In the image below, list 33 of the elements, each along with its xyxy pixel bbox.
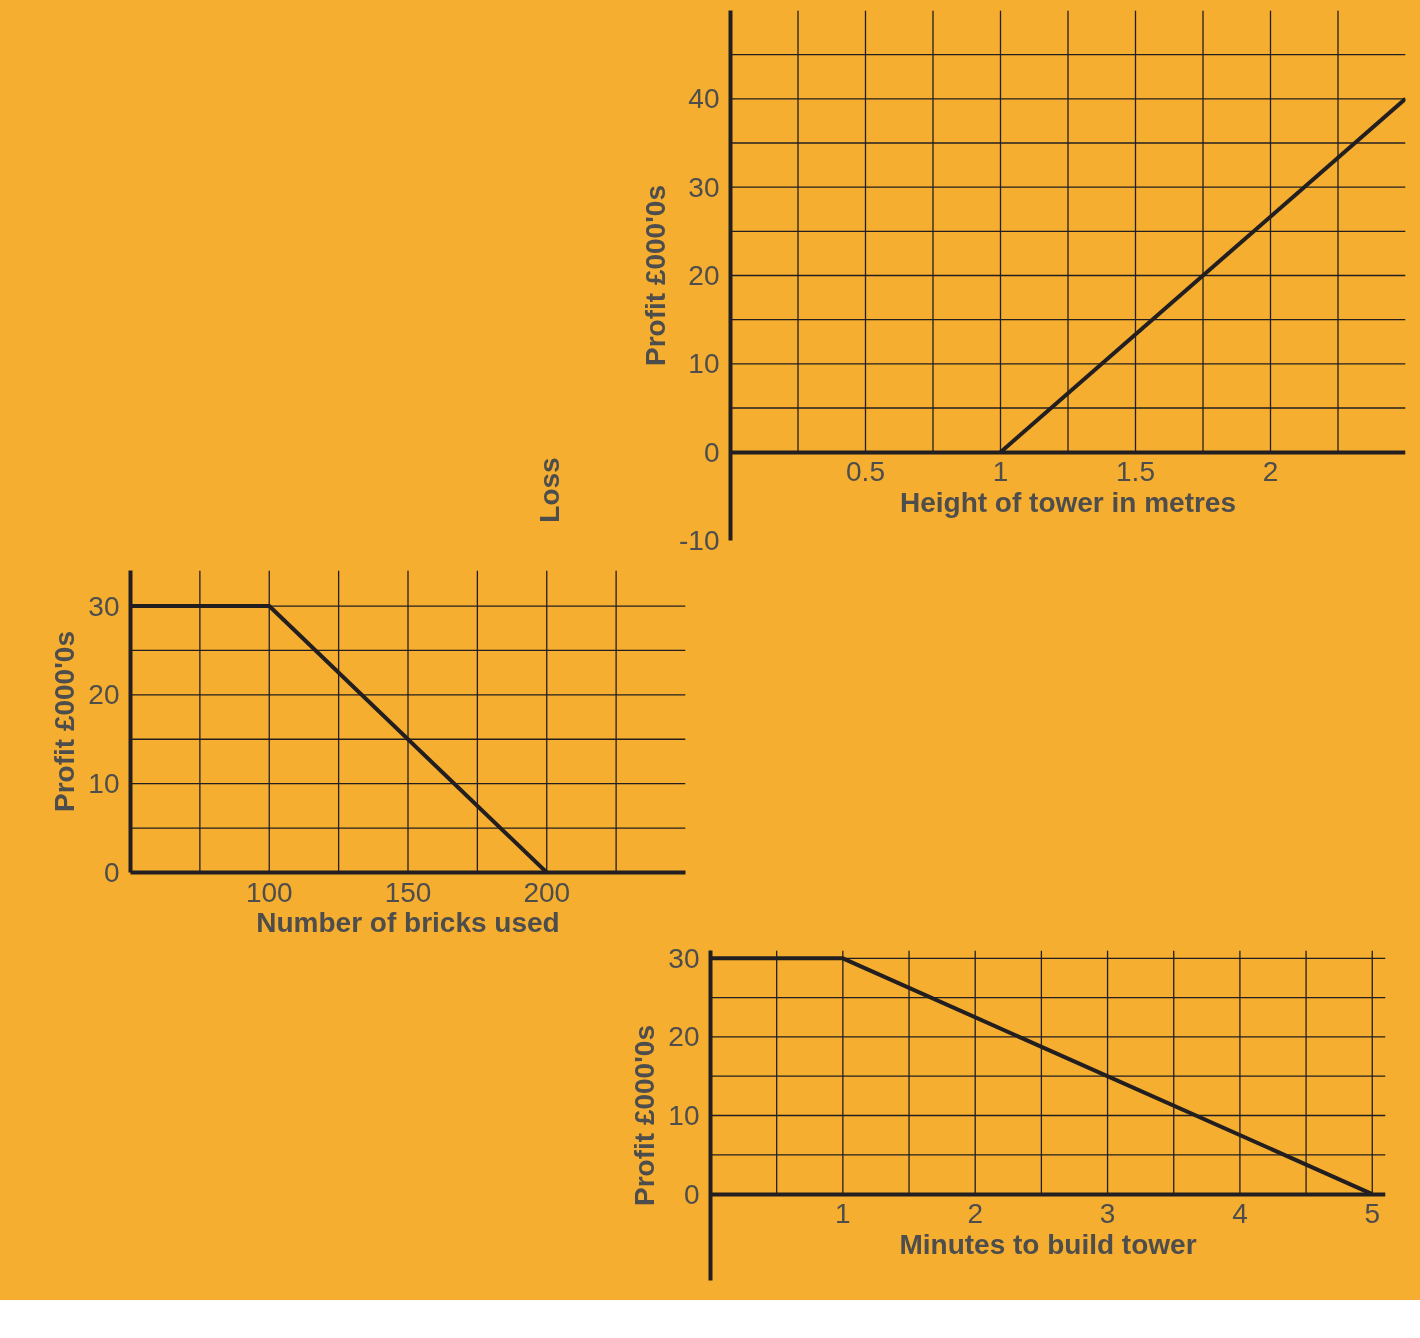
x-tick-label: 200: [523, 876, 571, 908]
y-tick-label: 40: [688, 83, 720, 115]
y-axis-title: Profit £000'0s: [629, 1025, 661, 1206]
x-tick-label: 3: [1099, 1198, 1116, 1230]
y-tick-label: 30: [688, 171, 720, 203]
x-tick-label: 4: [1232, 1198, 1248, 1230]
y-axis-title: Profit £000'0s: [640, 185, 672, 366]
y-tick-label: 20: [668, 1021, 700, 1053]
y-tick-label: 0: [683, 1178, 700, 1210]
x-axis-title: Number of bricks used: [256, 906, 560, 938]
y-tick-label: 10: [668, 1100, 700, 1131]
y-tick-label: 0: [103, 857, 120, 888]
x-tick-label: 5: [1364, 1198, 1381, 1230]
x-tick-label: 1.5: [1116, 456, 1155, 488]
y-tick-label: 0: [703, 436, 720, 468]
x-tick-label: 2: [1262, 456, 1279, 488]
y-tick-label: -10: [679, 525, 720, 556]
y-tick-label: 30: [668, 942, 700, 974]
y-tick-label: 30: [88, 590, 120, 622]
x-axis-title: Height of tower in metres: [899, 486, 1237, 518]
x-axis-title: Minutes to build tower: [899, 1228, 1197, 1260]
x-tick-label: 1: [835, 1198, 851, 1230]
x-tick-label: 1: [992, 456, 1009, 488]
y-axis-title: Profit £000'0s: [49, 631, 81, 812]
x-tick-label: 2: [967, 1198, 983, 1230]
x-tick-label: 150: [384, 876, 432, 908]
y-tick-label: 10: [688, 348, 720, 380]
y-tick-label: 20: [88, 679, 120, 711]
x-tick-label: 0.5: [846, 456, 885, 488]
y-tick-label: 10: [88, 768, 120, 800]
y-tick-label: 20: [688, 260, 720, 291]
x-tick-label: 100: [245, 876, 293, 908]
text: Loss: [533, 457, 566, 523]
